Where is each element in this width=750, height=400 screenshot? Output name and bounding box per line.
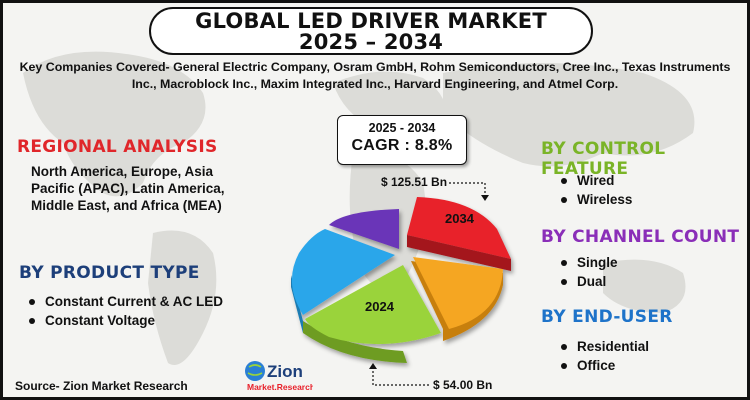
callout-line-2024 <box>372 367 431 386</box>
callout-arrow-2034 <box>481 195 489 201</box>
control-feature-heading: BY CONTROL FEATURE <box>541 139 666 179</box>
title-line-1: GLOBAL LED DRIVER MARKET <box>195 9 547 33</box>
source-text: Source- Zion Market Research <box>15 379 188 393</box>
market-pie-chart: 2034 2024 <box>291 182 511 386</box>
end-user-list: Residential Office <box>559 337 649 375</box>
list-item: Single <box>559 253 618 272</box>
logo-globe-icon <box>245 361 265 381</box>
end-user-heading: BY END-USER <box>541 307 673 327</box>
list-item: Wireless <box>559 190 632 209</box>
slice-red <box>407 197 511 259</box>
product-type-heading: BY PRODUCT TYPE <box>19 263 200 283</box>
slice-blue <box>291 229 395 315</box>
product-type-list: Constant Current & AC LED Constant Volta… <box>27 292 223 330</box>
slice-orange <box>413 257 503 329</box>
list-item: Office <box>559 356 649 375</box>
logo-text-main: Zion <box>267 362 303 381</box>
logo-text-sub: Market.Research <box>247 382 313 392</box>
channel-count-list: Single Dual <box>559 253 618 291</box>
callout-arrow-2024 <box>369 363 377 369</box>
regional-analysis-text: North America, Europe, Asia Pacific (APA… <box>31 164 225 213</box>
slice-green-side <box>303 321 407 363</box>
zion-logo: Zion Market.Research <box>245 361 313 392</box>
pie-label-2034: 2034 <box>445 211 475 226</box>
list-item: Constant Current & AC LED <box>27 292 223 311</box>
slice-red-side <box>407 235 511 271</box>
callout-line-2034 <box>449 182 486 195</box>
control-feature-list: Wired Wireless <box>559 171 632 209</box>
regional-analysis-heading: REGIONAL ANALYSIS <box>17 137 218 157</box>
list-item: Residential <box>559 337 649 356</box>
list-item: Constant Voltage <box>27 311 223 330</box>
value-label-2034: $ 125.51 Bn <box>381 175 448 189</box>
slice-green <box>305 265 441 345</box>
title-banner: GLOBAL LED DRIVER MARKET 2025 – 2034 <box>149 7 593 55</box>
list-item: Dual <box>559 272 618 291</box>
slice-purple <box>329 209 399 249</box>
cagr-box: 2025 - 2034 CAGR : 8.8% <box>337 115 467 165</box>
cagr-value: CAGR : 8.8% <box>351 137 453 154</box>
value-label-2024: $ 54.00 Bn <box>433 378 493 392</box>
key-companies-text: Key Companies Covered- General Electric … <box>19 60 731 91</box>
channel-count-heading: BY CHANNEL COUNT <box>541 227 740 247</box>
title-line-2: 2025 – 2034 <box>298 30 444 54</box>
list-item: Wired <box>559 171 632 190</box>
pie-label-2024: 2024 <box>365 299 395 314</box>
cagr-period: 2025 - 2034 <box>368 121 436 135</box>
